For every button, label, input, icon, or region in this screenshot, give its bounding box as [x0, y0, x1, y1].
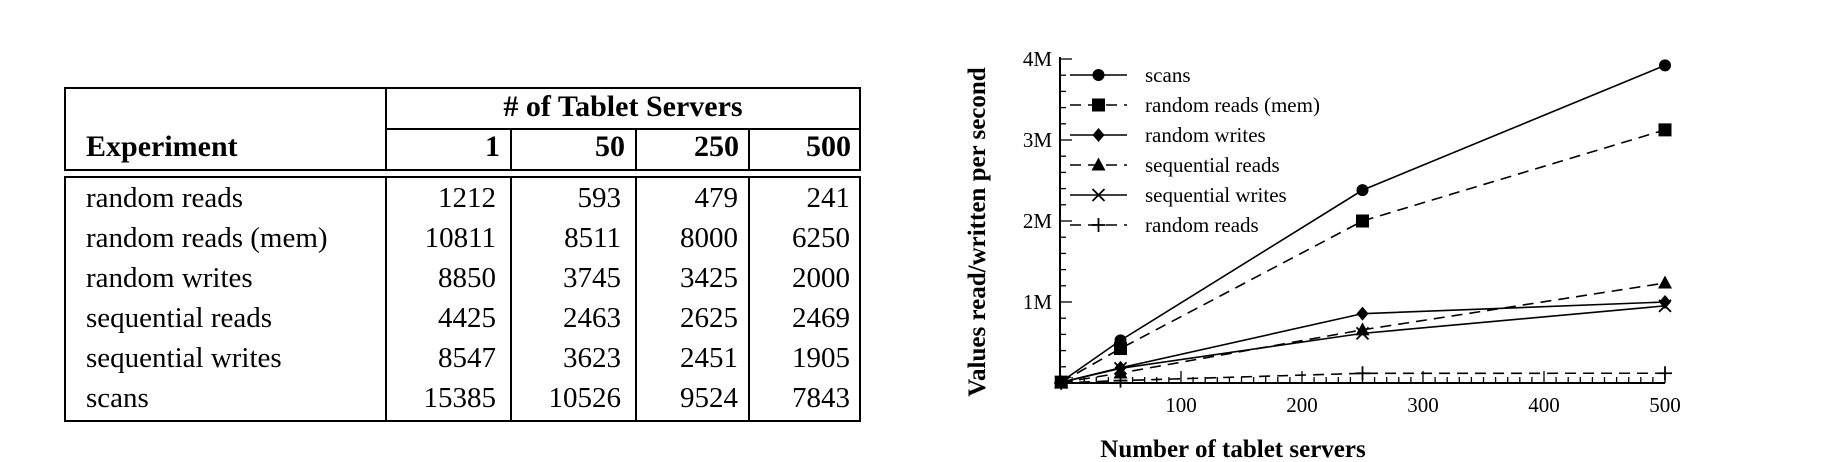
table-title: # of Tablet Servers [503, 90, 743, 123]
table-cell: 4425 [438, 302, 496, 334]
legend-marker-sequential-writes [1091, 188, 1106, 202]
y-tick-label: 2M [1023, 209, 1053, 233]
legend-label: random reads [1145, 213, 1259, 237]
row-label: random reads (mem) [86, 222, 328, 254]
table-cell: 3745 [563, 262, 621, 294]
table-cell: 8000 [680, 222, 738, 254]
chart-legend: scans random reads (mem) random writes sequ… [1070, 63, 1320, 237]
table-cell: 15385 [423, 382, 497, 414]
table-cell: 9524 [680, 382, 738, 414]
table-cell: 10526 [548, 382, 622, 414]
series-line-sequential-writes [1061, 305, 1666, 384]
legend-marker-random-writes [1092, 128, 1105, 142]
data-point-sequential-writes [1355, 326, 1370, 341]
table-cell: 241 [806, 182, 851, 214]
table-cell: 593 [577, 182, 622, 214]
x-tick-label: 200 [1286, 393, 1318, 417]
column-header: 50 [595, 130, 625, 163]
y-tick-label: 4M [1023, 47, 1053, 71]
y-tick-label: 1M [1023, 290, 1053, 314]
y-tick-label: 3M [1023, 128, 1053, 152]
data-point-random-writes [1659, 295, 1671, 309]
row-label: random writes [86, 262, 253, 294]
data-point-scans [1659, 59, 1671, 72]
data-point-random-reads [1658, 366, 1672, 381]
table-divider [635, 178, 637, 420]
legend-label: sequential writes [1145, 183, 1287, 207]
legend-marker-scans [1092, 69, 1105, 81]
data-point-random-reads [1355, 366, 1370, 381]
data-point-sequential-reads [1113, 365, 1128, 379]
table-divider [635, 129, 637, 169]
series-line-scans [1060, 64, 1666, 383]
table-cell: 7843 [792, 382, 850, 414]
table-cell: 6250 [792, 222, 850, 254]
table-header: # of Tablet Servers Experiment 1 50 250 … [64, 87, 861, 171]
data-point-sequential-writes [1658, 299, 1672, 313]
table-divider [510, 178, 512, 420]
legend-marker-sequential-reads [1091, 157, 1106, 171]
x-axis-title: Number of tablet servers [1100, 436, 1366, 462]
data-point-sequential-reads [1658, 275, 1672, 289]
table-divider [386, 128, 859, 130]
table-cell: 2463 [563, 302, 621, 334]
table-cell: 8850 [438, 262, 496, 294]
data-point-sequential-reads [1355, 322, 1370, 336]
table-cell: 2451 [680, 342, 738, 374]
legend-marker-random-reads [1091, 218, 1106, 232]
table-body: random reads 1212 593 479 241 random rea… [64, 176, 861, 422]
table-cell: 1905 [792, 342, 850, 374]
table-cell: 2469 [792, 302, 850, 334]
table-cell: 8511 [564, 222, 621, 254]
data-point-random-reads-mem [1356, 214, 1369, 228]
data-point-random-reads [1113, 373, 1128, 388]
row-label: sequential writes [86, 342, 282, 374]
table-cell: 2000 [792, 262, 850, 294]
legend-label: random reads (mem) [1145, 93, 1320, 117]
table-cell: 3623 [563, 342, 621, 374]
y-axis-title: Values read/written per second [964, 67, 991, 396]
chart-axes: 100 200 300 400 500 1M 2M 3M 4M [1023, 47, 1681, 417]
x-tick-label: 300 [1407, 393, 1439, 417]
table-cell: 8547 [438, 342, 496, 374]
table-divider [748, 129, 750, 169]
table-cell: 1212 [438, 182, 496, 214]
data-point-random-writes [1356, 306, 1369, 321]
row-label: scans [86, 382, 149, 414]
legend-label: scans [1145, 63, 1191, 87]
data-point-random-reads-mem [1658, 123, 1672, 137]
column-header: 500 [806, 130, 851, 163]
legend-label: sequential reads [1145, 153, 1280, 177]
table-divider [385, 178, 387, 420]
data-point-random-reads [1054, 375, 1069, 390]
row-label: random reads [86, 182, 244, 214]
x-tick-label: 400 [1528, 393, 1560, 417]
table-cell: 2625 [680, 302, 738, 334]
legend-label: random writes [1145, 123, 1266, 147]
row-header: Experiment [86, 130, 238, 163]
table-divider [510, 129, 512, 169]
x-tick-label: 100 [1165, 393, 1197, 417]
table-cell: 3425 [680, 262, 738, 294]
series-line-random-reads-mem [1060, 129, 1666, 383]
data-point-scans [1356, 184, 1369, 197]
chart-series-lines [1060, 64, 1666, 384]
column-header: 250 [694, 130, 739, 163]
chart-markers [1054, 59, 1672, 390]
table-cell: 479 [694, 182, 739, 214]
table-divider [748, 178, 750, 420]
table-cell: 10811 [424, 222, 496, 254]
column-header: 1 [485, 130, 500, 163]
legend-marker-random-reads-mem [1092, 98, 1105, 112]
x-tick-label: 500 [1649, 393, 1681, 417]
data-point-random-reads-mem [1114, 342, 1127, 356]
row-label: sequential reads [86, 302, 273, 334]
series-line-random-reads [1061, 372, 1666, 384]
data-point-sequential-writes [1113, 361, 1128, 375]
results-table: # of Tablet Servers Experiment 1 50 250 … [64, 87, 861, 422]
